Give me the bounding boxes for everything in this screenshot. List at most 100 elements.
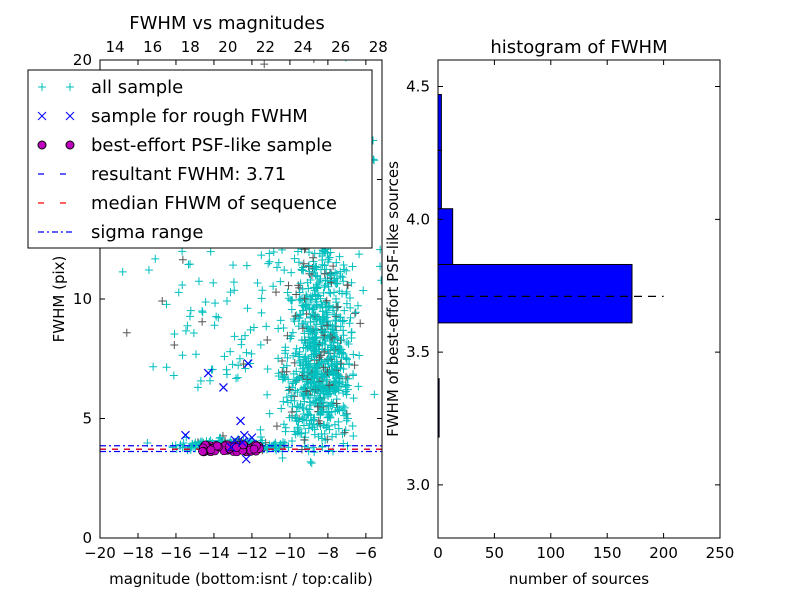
all-sample-point [320,393,329,402]
top-x-tick-label: 26 [331,38,350,56]
all-sample-point [234,361,243,370]
all-sample-point [349,431,358,440]
all-sample-point [314,394,323,403]
all-sample-point [274,258,283,267]
all-sample-point [347,278,356,287]
rough-sample-point [247,433,257,443]
all-sample-point [346,313,355,322]
scatter-xlabel: magnitude (bottom:isnt / top:calib) [109,570,373,588]
all-sample-point [359,286,368,295]
all-sample-point [293,401,302,410]
all-sample-point [304,262,313,271]
all-sample-point [289,351,298,360]
x-tick-label: −12 [236,544,268,562]
all-sample-point [230,286,239,295]
x-tick-label: −18 [122,544,154,562]
all-sample-point [342,266,351,275]
all-sample-point [343,281,352,290]
all-sample-point [291,430,300,439]
all-sample-point [316,351,325,360]
all-sample-point [278,454,287,463]
all-sample-point [304,261,313,270]
all-sample-point [312,349,321,358]
rough-sample-point [241,454,251,464]
all-sample-point [313,60,315,64]
all-sample-point [229,261,238,270]
all-sample-point [331,268,340,277]
all-sample-point [350,361,359,370]
all-sample-point [320,269,329,278]
all-sample-point [309,253,318,262]
all-sample-point [339,316,348,325]
all-sample-point [335,252,344,261]
y-tick-label: 4.5 [406,78,430,96]
all-sample-point [314,291,323,300]
psf-sample-point [213,441,222,451]
all-sample-point [316,408,325,417]
all-sample-point [258,286,267,295]
all-sample-point [318,434,327,443]
all-sample-point [243,304,252,313]
all-sample-point [287,332,296,341]
x-tick-label: −14 [198,544,230,562]
scatter-ticks: −20 −18 −16 −14 −12 −10 −8 −6 14 16 18 20 22 24 26 28 0 5… [73,38,388,562]
all-sample-point [283,398,292,407]
all-sample-point [333,403,342,412]
all-sample-point [341,387,350,396]
all-sample-point [317,408,326,417]
all-sample-point [287,391,296,400]
all-sample-point [296,310,305,319]
all-sample-point [263,365,272,374]
all-sample-point [321,436,330,445]
all-sample-point [317,430,326,439]
all-sample-point [349,350,358,359]
top-x-tick-label: 28 [369,38,388,56]
all-sample-point [260,60,269,69]
all-sample-point [326,332,335,341]
all-sample-point [282,367,291,376]
all-sample-point [318,260,327,269]
all-sample-point [308,330,317,339]
all-sample-point [342,299,351,308]
all-sample-point [280,266,289,275]
all-sample-point [178,281,187,290]
all-sample-point [321,281,330,290]
all-sample-point [257,294,266,303]
all-sample-point [228,360,237,369]
all-sample-point [294,417,303,426]
x-tick-label: 0 [433,544,443,562]
top-x-tick-label: 24 [293,38,312,56]
all-sample-point [343,374,352,383]
all-sample-point [149,362,158,371]
all-sample-point [331,294,340,303]
all-sample-point [336,272,345,281]
all-sample-point [302,404,311,413]
all-sample-point [326,271,335,280]
all-sample-point [332,430,341,439]
all-sample-point [314,278,323,287]
all-sample-point [299,302,308,311]
all-sample-point [377,276,382,285]
all-sample-point [170,340,179,349]
all-sample-point [326,248,335,257]
all-sample-point [312,263,321,272]
all-sample-point [283,288,292,297]
all-sample-point [223,370,232,379]
all-sample-point [345,360,354,369]
y-tick-label: 10 [73,290,92,308]
all-sample-point [305,339,314,348]
all-sample-point [269,282,278,291]
rough-sample-point [181,430,190,440]
all-sample-point [279,438,288,447]
all-sample-point [257,251,266,260]
all-sample-point [312,300,321,309]
all-sample-point [310,391,319,400]
all-sample-point [342,416,351,425]
all-sample-point [376,262,382,271]
all-sample-point [330,310,339,319]
x-tick-label: 100 [536,544,565,562]
all-sample-point [292,367,301,376]
all-sample-point [304,371,313,380]
histogram-bar [437,94,442,151]
rough-sample-point [230,435,240,445]
